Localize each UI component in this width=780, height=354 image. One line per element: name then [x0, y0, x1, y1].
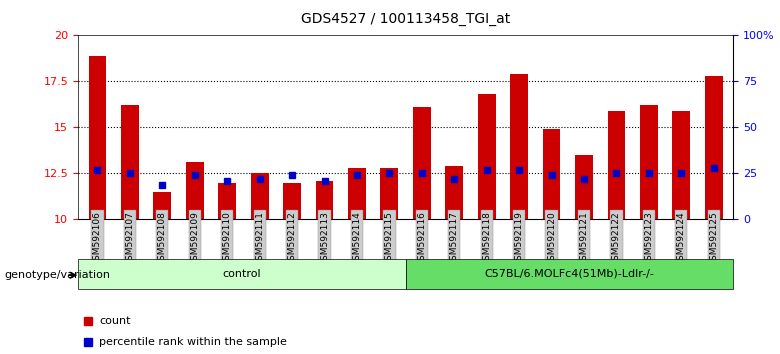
Text: GSM592115: GSM592115: [385, 211, 394, 267]
Bar: [89, 56, 106, 219]
Text: GSM592125: GSM592125: [709, 212, 718, 266]
Bar: [672, 111, 690, 219]
Bar: [445, 166, 463, 219]
Bar: [78, 259, 406, 289]
Text: GSM592110: GSM592110: [223, 211, 232, 267]
Bar: [283, 183, 301, 219]
Bar: [154, 192, 172, 219]
Bar: [478, 94, 495, 219]
Text: GSM592117: GSM592117: [450, 211, 459, 267]
Text: genotype/variation: genotype/variation: [4, 270, 110, 280]
Bar: [608, 111, 626, 219]
Text: GSM592109: GSM592109: [190, 211, 199, 267]
Bar: [705, 76, 722, 219]
Text: GSM592124: GSM592124: [677, 212, 686, 266]
Bar: [121, 105, 139, 219]
Bar: [543, 129, 561, 219]
Text: control: control: [222, 269, 261, 279]
Text: GSM592106: GSM592106: [93, 211, 102, 267]
Bar: [575, 155, 593, 219]
Text: percentile rank within the sample: percentile rank within the sample: [99, 337, 287, 347]
Bar: [413, 107, 431, 219]
Text: GSM592122: GSM592122: [612, 212, 621, 266]
Text: GSM592120: GSM592120: [547, 212, 556, 266]
Text: count: count: [99, 316, 130, 326]
Text: GSM592116: GSM592116: [417, 211, 427, 267]
Bar: [406, 259, 733, 289]
Text: GSM592123: GSM592123: [644, 212, 654, 266]
Text: GSM592121: GSM592121: [580, 212, 588, 266]
Text: GSM592113: GSM592113: [320, 211, 329, 267]
Bar: [186, 162, 204, 219]
Text: C57BL/6.MOLFc4(51Mb)-Ldlr-/-: C57BL/6.MOLFc4(51Mb)-Ldlr-/-: [484, 269, 654, 279]
Bar: [640, 105, 658, 219]
Text: GSM592108: GSM592108: [158, 211, 167, 267]
Bar: [381, 168, 399, 219]
Bar: [316, 181, 333, 219]
Text: GSM592111: GSM592111: [255, 211, 264, 267]
Text: GSM592112: GSM592112: [288, 212, 296, 266]
Text: GSM592114: GSM592114: [353, 212, 361, 266]
Bar: [510, 74, 528, 219]
Text: GSM592107: GSM592107: [126, 211, 134, 267]
Text: GSM592119: GSM592119: [515, 211, 523, 267]
Bar: [218, 183, 236, 219]
Bar: [348, 168, 366, 219]
Text: GSM592118: GSM592118: [482, 211, 491, 267]
Bar: [250, 173, 268, 219]
Text: GDS4527 / 100113458_TGI_at: GDS4527 / 100113458_TGI_at: [301, 12, 510, 27]
